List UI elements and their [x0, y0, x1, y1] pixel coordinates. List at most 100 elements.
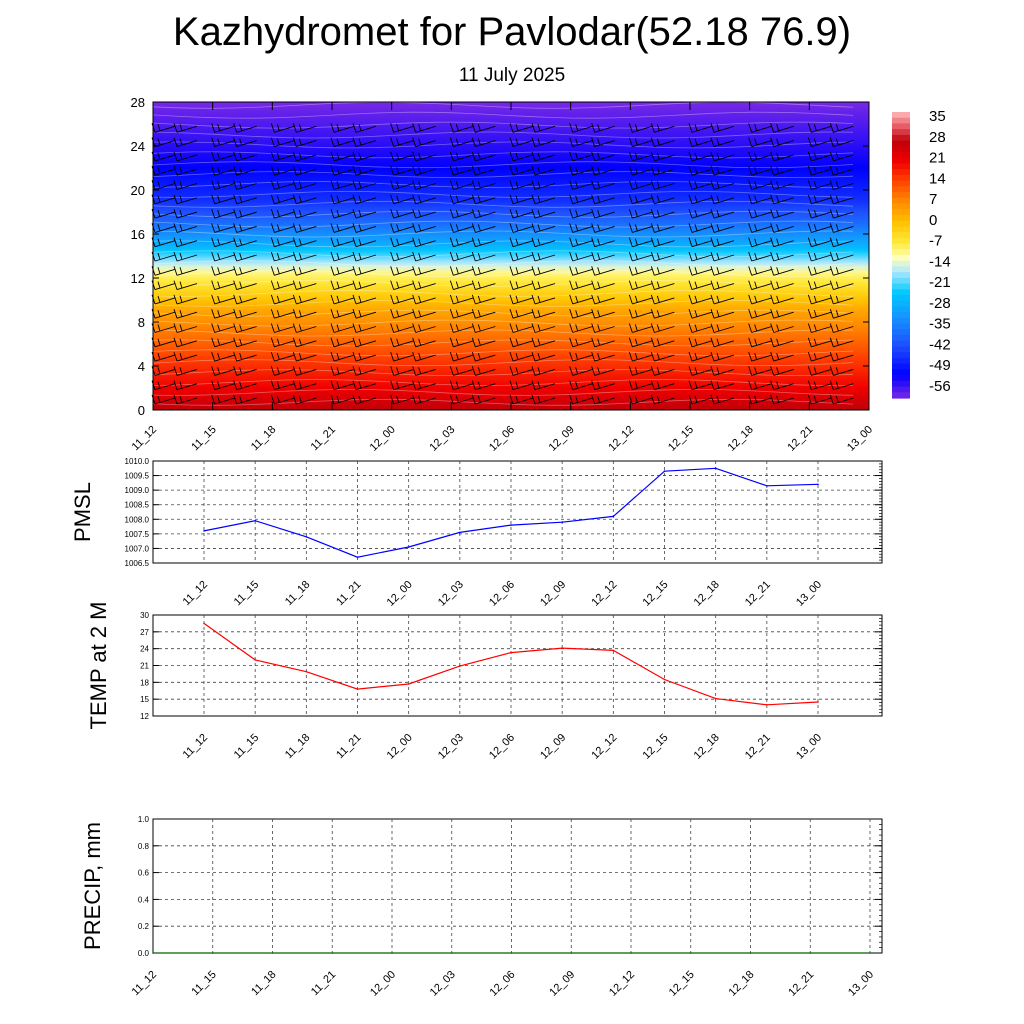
x-tick-label: 12_03 — [436, 579, 466, 609]
data-point — [459, 665, 461, 667]
wind-barb — [471, 380, 496, 391]
wind-barb — [211, 280, 235, 291]
contour-line — [152, 190, 854, 198]
wind-barb — [829, 194, 854, 205]
wind-barb — [292, 280, 317, 291]
wind-barb — [628, 223, 653, 233]
wind-barb — [770, 266, 794, 276]
contour-line — [152, 398, 854, 406]
data-point — [714, 697, 717, 700]
wind-barb — [770, 123, 794, 133]
wind-barb — [748, 194, 772, 205]
wind-barb — [829, 323, 854, 333]
wind-barb — [390, 366, 414, 376]
colorbar-swatch — [892, 295, 910, 302]
wind-barb — [807, 351, 832, 362]
wind-barb — [509, 237, 534, 248]
wind-barb — [829, 280, 854, 291]
x-tick-label: 11_15 — [189, 424, 219, 454]
y-tick-label: 24 — [131, 139, 145, 154]
x-tick-label: 12_15 — [641, 579, 671, 609]
wind-barb — [412, 309, 436, 319]
wind-barb — [770, 151, 794, 162]
wind-barb — [628, 309, 653, 319]
data-point — [510, 952, 513, 954]
wind-barb — [173, 309, 198, 319]
wind-barb — [591, 123, 615, 133]
wind-barb — [628, 151, 653, 162]
x-tick-label: 12_09 — [538, 579, 568, 609]
wind-barb — [591, 251, 615, 262]
wind-barb — [330, 309, 355, 319]
wind-barb — [412, 394, 436, 405]
data-point — [212, 952, 214, 954]
wind-barb — [807, 394, 832, 405]
wind-barb — [770, 380, 794, 391]
data-point — [561, 521, 563, 523]
wind-barb — [390, 151, 414, 162]
x-tick-label: 11_15 — [189, 969, 219, 999]
colorbar-swatch — [892, 323, 910, 330]
contour-line — [152, 161, 854, 169]
colorbar-swatch — [892, 117, 910, 125]
data-point — [407, 683, 410, 685]
wind-barb — [292, 223, 317, 233]
wind-barb — [710, 394, 735, 405]
wind-barb — [211, 137, 235, 148]
colorbar-swatch — [892, 363, 910, 370]
wind-barb — [807, 166, 832, 176]
x-tick-label: 12_06 — [487, 732, 517, 762]
wind-barb — [352, 151, 377, 162]
wind-barb — [628, 180, 653, 190]
wind-barb — [471, 323, 496, 333]
wind-barb — [807, 266, 832, 276]
colorbar-label: -28 — [929, 295, 951, 312]
data-point — [254, 659, 256, 661]
contour-line — [152, 200, 854, 208]
wind-barb — [569, 123, 593, 133]
wind-barb — [233, 394, 257, 405]
wind-barb — [270, 208, 295, 219]
wind-barb — [650, 337, 675, 348]
wind-barb — [628, 280, 653, 291]
wind-barb — [829, 309, 854, 319]
x-tick-label: 12_00 — [368, 424, 398, 454]
wind-barb — [531, 351, 556, 362]
y-tick-label: 1010.0 — [125, 457, 150, 466]
wind-barb — [449, 309, 474, 319]
x-tick-label: 11_12 — [181, 579, 211, 609]
wind-barb — [569, 351, 593, 362]
data-point — [391, 952, 393, 954]
wind-barb — [591, 280, 615, 291]
colorbar-label: 7 — [929, 191, 937, 208]
wind-barb — [173, 208, 198, 219]
wind-barb — [569, 208, 593, 219]
wind-barb — [509, 351, 534, 362]
wind-barb — [531, 366, 556, 376]
wind-barb — [748, 223, 772, 233]
wind-barb — [509, 323, 534, 333]
wind-barb — [688, 166, 713, 176]
wind-barb — [233, 151, 257, 162]
wind-barb — [233, 266, 257, 276]
pmsl-panel: 1006.5 1007.0 1007.5 1008.0 1008.5 1009.0 1009… — [70, 457, 883, 609]
wind-barb — [330, 123, 355, 133]
wind-barb — [211, 337, 235, 348]
wind-barb — [390, 266, 414, 276]
wind-barb — [412, 351, 436, 362]
wind-barb — [569, 337, 593, 348]
chart-subtitle: 11 July 2025 — [458, 65, 566, 86]
colorbar-swatch — [892, 306, 910, 313]
wind-barb — [173, 166, 198, 176]
wind-barb — [270, 166, 295, 176]
colorbar-swatch — [892, 312, 910, 319]
wind-barb — [710, 151, 735, 162]
x-tick-label: 11_21 — [309, 424, 339, 454]
wind-barb — [569, 380, 593, 391]
colorbar-swatch — [892, 386, 910, 393]
colorbar-label: -7 — [929, 233, 942, 250]
wind-barb — [233, 194, 257, 205]
wind-barb — [748, 323, 772, 333]
wind-barb — [352, 194, 377, 205]
wind-barb — [449, 294, 474, 305]
